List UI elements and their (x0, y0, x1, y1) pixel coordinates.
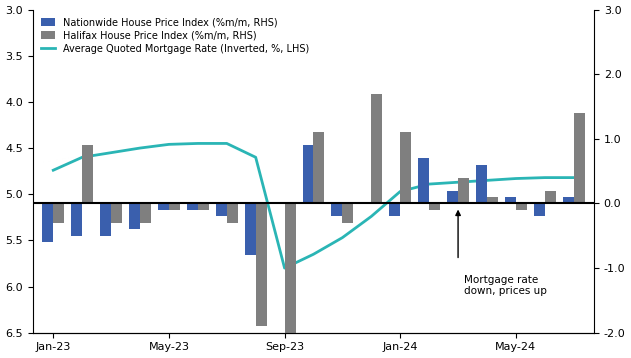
Bar (331, 203, 343, 216)
Bar (82, 145, 93, 203)
Bar (389, 203, 400, 216)
Bar (343, 203, 353, 223)
Bar (371, 93, 382, 203)
Bar (187, 203, 198, 210)
Bar (545, 190, 556, 203)
Bar (198, 203, 209, 210)
Bar (302, 145, 314, 203)
Bar (314, 132, 324, 203)
Bar (129, 203, 140, 229)
Bar (476, 165, 487, 203)
Bar (563, 197, 574, 203)
Bar (100, 203, 111, 236)
Bar (256, 203, 267, 326)
Bar (140, 203, 151, 223)
Bar (534, 203, 545, 216)
Bar (574, 113, 585, 203)
Bar (158, 203, 169, 210)
Bar (418, 158, 429, 203)
Bar (458, 178, 469, 203)
Bar (285, 203, 295, 333)
Bar (169, 203, 180, 210)
Bar (42, 203, 53, 242)
Bar (447, 190, 458, 203)
Bar (111, 203, 122, 223)
Bar (429, 203, 440, 210)
Bar (505, 197, 516, 203)
Bar (227, 203, 238, 223)
Bar (53, 203, 64, 223)
Bar (245, 203, 256, 255)
Bar (400, 132, 411, 203)
Legend: Nationwide House Price Index (%m/m, RHS), Halifax House Price Index (%m/m, RHS),: Nationwide House Price Index (%m/m, RHS)… (38, 14, 312, 57)
Bar (71, 203, 82, 236)
Text: Mortgage rate
down, prices up: Mortgage rate down, prices up (464, 275, 546, 296)
Bar (516, 203, 527, 210)
Bar (216, 203, 227, 216)
Bar (487, 197, 498, 203)
